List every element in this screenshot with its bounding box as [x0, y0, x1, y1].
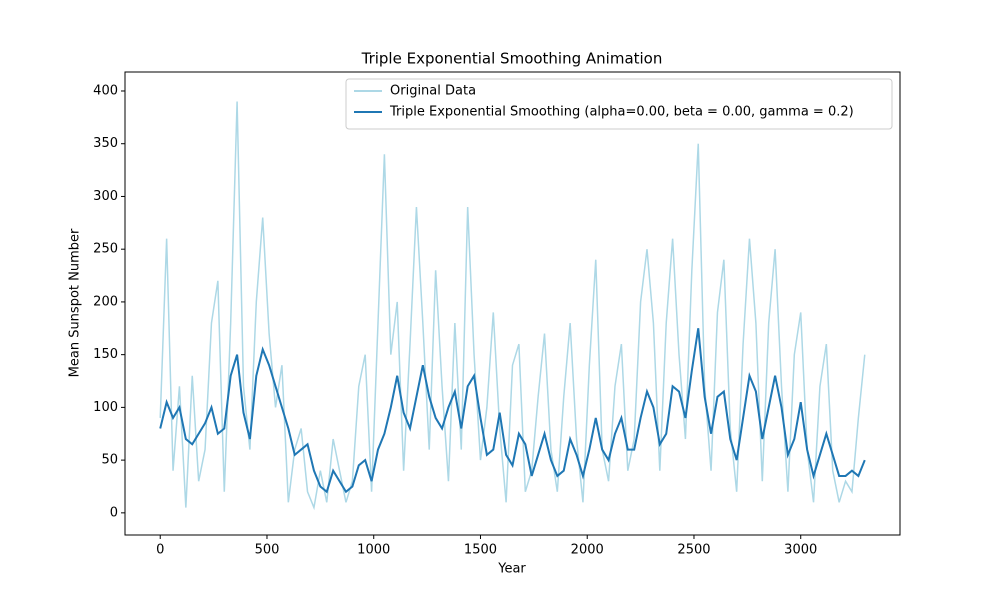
legend-label: Original Data	[390, 84, 476, 99]
y-tick-label: 250	[93, 242, 118, 257]
x-tick-label: 1500	[464, 543, 497, 558]
x-tick-label: 0	[156, 543, 164, 558]
y-tick-label: 350	[93, 136, 118, 151]
x-axis-label: Year	[497, 562, 526, 577]
y-tick-label: 0	[110, 505, 118, 520]
x-tick-label: 3000	[784, 543, 817, 558]
y-tick-label: 300	[93, 189, 118, 204]
y-tick-label: 150	[93, 347, 118, 362]
y-tick-label: 200	[93, 294, 118, 309]
chart-title: Triple Exponential Smoothing Animation	[361, 50, 663, 68]
y-tick-label: 400	[93, 83, 118, 98]
data-line	[159, 328, 866, 494]
y-tick-label: 50	[101, 453, 118, 468]
data-line	[159, 101, 866, 511]
x-tick-label: 1000	[357, 543, 390, 558]
y-tick-label: 100	[93, 400, 118, 415]
x-tick-label: 500	[255, 543, 280, 558]
legend: Original Data Triple Exponential Smoothin…	[345, 78, 893, 130]
x-tick-label: 2000	[571, 543, 604, 558]
y-axis-label: Mean Sunspot Number	[68, 228, 83, 377]
legend-label: Triple Exponential Smoothing (alpha=0.00…	[389, 105, 854, 120]
legend-box	[345, 78, 893, 130]
plot-frame	[124, 71, 901, 536]
x-tick-label: 2500	[677, 543, 710, 558]
